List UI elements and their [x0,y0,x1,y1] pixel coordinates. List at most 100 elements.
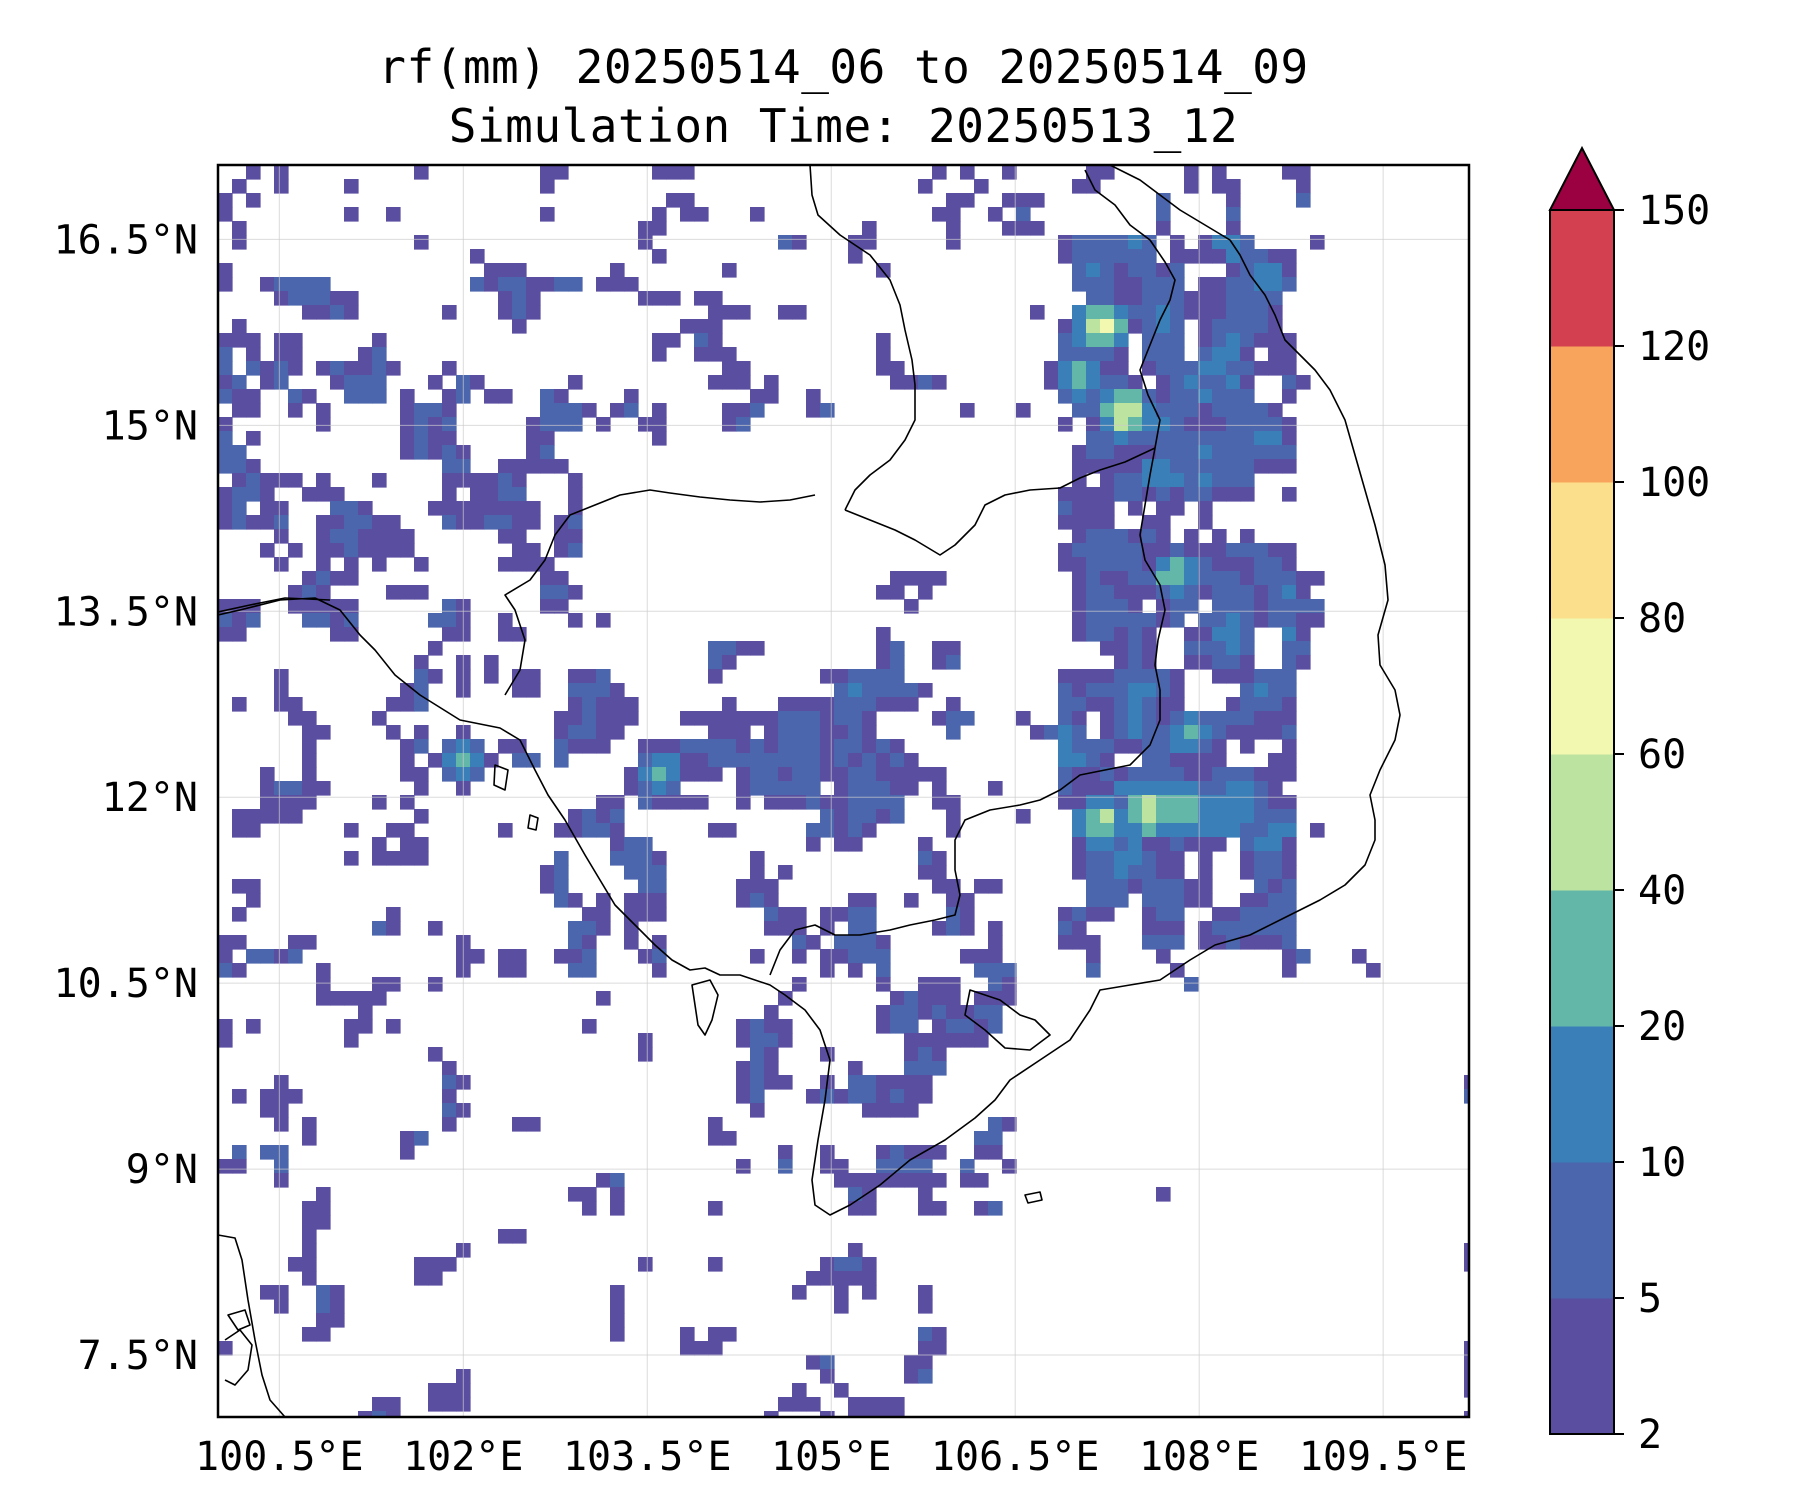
precip-cell [1226,263,1241,278]
precip-cell [1156,459,1171,474]
precip-cell [652,935,667,950]
precip-cell [1072,585,1087,600]
colorbar-segment [1550,482,1614,619]
precip-cell [260,361,275,376]
precip-cell [1212,319,1227,334]
precip-cell [918,1061,933,1076]
precip-cell [862,235,877,250]
precip-cell [904,1089,919,1104]
precip-cell [946,823,961,838]
precip-cell [1002,193,1017,208]
precip-cell [1128,809,1143,824]
precip-cell [1198,515,1213,530]
precip-cell [554,711,569,726]
precip-cell [1170,697,1185,712]
precip-cell [778,1033,793,1048]
precip-cell [442,739,457,754]
precip-cell [1212,907,1227,922]
precip-cell [568,683,583,698]
precip-cell [1282,683,1297,698]
precip-cell [1352,949,1367,964]
precip-cell [288,403,303,418]
precip-cell [1240,851,1255,866]
precip-cell [232,319,247,334]
precip-cell [554,599,569,614]
precip-cell [1086,627,1101,642]
precip-cell [442,1061,457,1076]
precip-cell [428,375,443,390]
precip-cell [1128,375,1143,390]
precip-cell [708,291,723,306]
precip-cell [1240,669,1255,684]
precip-cell [1072,571,1087,586]
precip-cell [862,781,877,796]
precip-cell [288,711,303,726]
precip-cell [1072,739,1087,754]
precip-cell [1002,165,1017,180]
precip-cell [1170,683,1185,698]
precip-cell [372,347,387,362]
precip-cell [820,711,835,726]
precip-cell [778,1159,793,1174]
precip-cell [274,529,289,544]
precip-cell [862,711,877,726]
precip-cell [1282,249,1297,264]
precip-cell [372,515,387,530]
precip-cell [932,1061,947,1076]
precip-cell [1170,291,1185,306]
precip-cell [708,753,723,768]
precip-cell [1156,207,1171,222]
precip-cell [540,179,555,194]
precip-cell [1198,375,1213,390]
precip-cell [246,389,261,404]
precip-cell [442,1075,457,1090]
precip-cell [1156,389,1171,404]
precip-cell [568,403,583,418]
lon-tick-label: 102°E [403,1434,523,1480]
precip-cell [442,1383,457,1398]
precip-cell [876,641,891,656]
precip-cell [1282,445,1297,460]
precip-cell [1044,361,1059,376]
precip-cell [1184,599,1199,614]
precip-cell [218,1033,233,1048]
precip-cell [848,739,863,754]
precip-cell [260,1103,275,1118]
precip-cell [750,865,765,880]
precip-cell [960,193,975,208]
precip-cell [848,1257,863,1272]
precip-cell [302,1131,317,1146]
lat-tick-label: 10.5°N [54,961,199,1007]
precip-cell [722,655,737,670]
precip-cell [946,1033,961,1048]
precip-cell [624,389,639,404]
precip-cell [1212,445,1227,460]
precip-cell [1184,977,1199,992]
precip-cell [1072,613,1087,628]
precip-cell [400,445,415,460]
precip-cell [918,1075,933,1090]
precip-cell [386,543,401,558]
precip-cell [694,319,709,334]
precip-cell [1240,571,1255,586]
precip-cell [498,1229,513,1244]
precip-cell [1296,193,1311,208]
precip-cell [1100,459,1115,474]
precip-cell [526,753,541,768]
precip-cell [666,165,681,180]
precip-cell [988,1019,1003,1034]
precip-cell [1226,669,1241,684]
precip-cell [1268,249,1283,264]
precip-cell [1086,697,1101,712]
precip-cell [1142,529,1157,544]
precip-cell [890,361,905,376]
precip-cell [1282,837,1297,852]
precip-cell [414,417,429,432]
precip-cell [638,1257,653,1272]
precip-cell [512,515,527,530]
precip-cell [708,767,723,782]
precip-cell [540,865,555,880]
precip-cell [540,585,555,600]
precip-cell [876,333,891,348]
precip-cell [1114,641,1129,656]
